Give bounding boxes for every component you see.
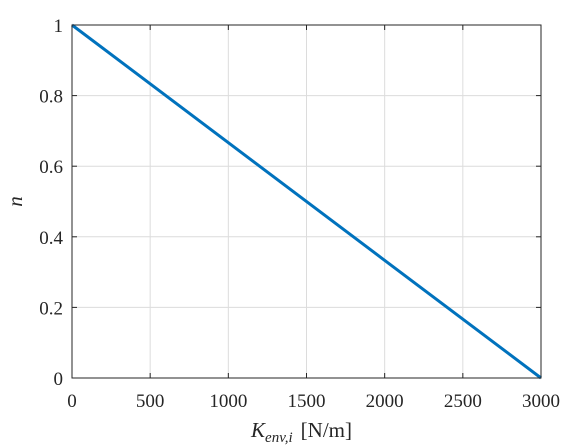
- series-line: [71, 23, 542, 380]
- x-tick-labels: 0 500 1000 1500 2000 2500 3000: [67, 391, 560, 412]
- ticks: [71, 24, 542, 379]
- y-axis-label-text: n: [3, 196, 27, 207]
- x-tick-label: 3000: [522, 391, 560, 412]
- x-tick-label: 0: [67, 391, 77, 412]
- x-tick-label: 2500: [444, 391, 482, 412]
- series-layer: [71, 23, 542, 380]
- x-axis-label-subscript: env,i: [265, 430, 293, 446]
- x-tick-label: 500: [136, 391, 165, 412]
- x-axis-label: Kenv,i [N/m]: [250, 418, 352, 446]
- y-tick-label: 0.6: [39, 157, 63, 178]
- y-tick-label: 0: [54, 369, 64, 390]
- y-axis-label: n: [3, 196, 27, 207]
- y-tick-label: 0.8: [39, 87, 63, 108]
- x-tick-label: 1500: [288, 391, 326, 412]
- y-tick-label: 0.2: [39, 298, 63, 319]
- y-tick-label: 0.4: [39, 228, 63, 249]
- x-tick-label: 1000: [209, 391, 247, 412]
- x-tick-label: 2000: [366, 391, 404, 412]
- x-axis-label-unit: [N/m]: [301, 418, 352, 442]
- y-tick-labels: 0 0.2 0.4 0.6 0.8 1: [39, 16, 63, 390]
- y-tick-label: 1: [54, 16, 64, 37]
- x-axis-label-base: K: [250, 418, 266, 442]
